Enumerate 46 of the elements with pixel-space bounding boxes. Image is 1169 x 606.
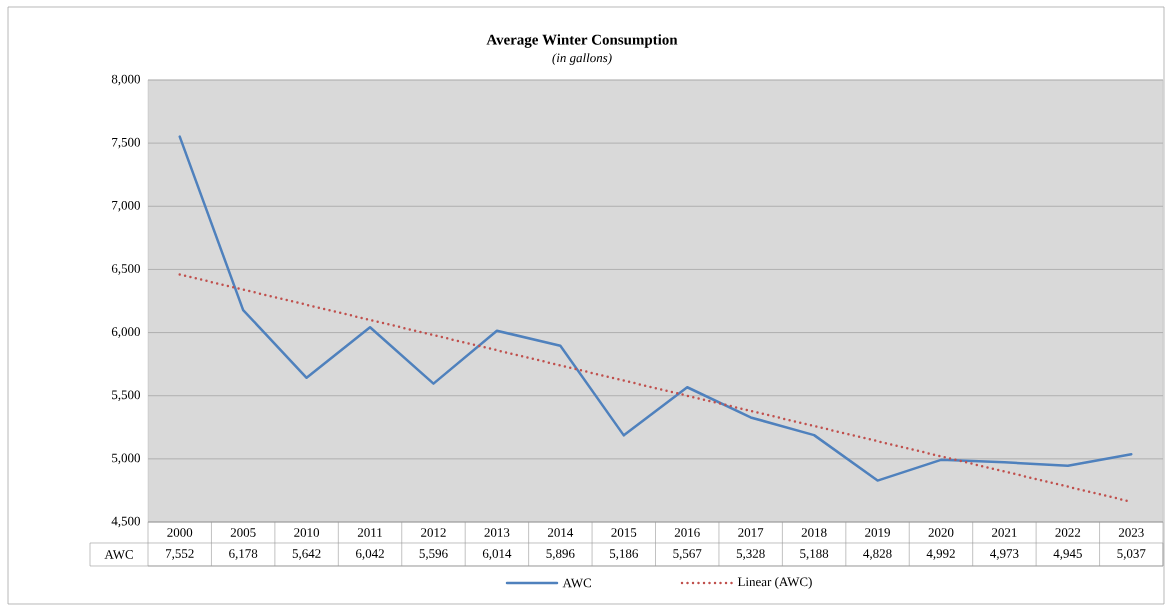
text: AWC xyxy=(104,550,133,559)
x-tick-label: 2012 xyxy=(421,528,446,537)
data-label: 5,642 xyxy=(292,549,321,560)
data-label: 6,178 xyxy=(229,549,258,560)
y-tick-label: 5,500 xyxy=(112,390,140,402)
y-tick-label: 6,000 xyxy=(111,327,140,338)
y-tick-label: 4,500 xyxy=(111,516,140,528)
x-tick-label: 2022 xyxy=(1055,528,1081,537)
y-tick-label: 7,000 xyxy=(112,200,140,212)
chart-subtitle: (in gallons) xyxy=(552,53,612,65)
y-tick-label: 7,500 xyxy=(112,137,140,149)
legend-label: Linear (AWC) xyxy=(737,577,812,589)
data-label: 6,014 xyxy=(482,549,512,560)
data-label: 5,188 xyxy=(800,549,829,560)
x-tick-label: 2005 xyxy=(230,528,256,537)
x-tick-label: 2020 xyxy=(928,528,954,537)
line-series xyxy=(178,135,1133,482)
x-tick-label: 2000 xyxy=(167,528,193,537)
x-tick-label: 2017 xyxy=(738,528,764,537)
data-label: 5,596 xyxy=(419,549,448,560)
y-tick-label: 8,000 xyxy=(111,74,140,86)
x-tick-label: 2023 xyxy=(1118,528,1144,537)
data-label: 5,896 xyxy=(546,549,575,560)
x-tick-label: 2016 xyxy=(674,528,700,537)
x-tick-label: 2019 xyxy=(865,528,890,537)
legend-label: AWC xyxy=(562,578,591,588)
data-label: 4,973 xyxy=(990,549,1019,560)
x-tick-label: 2011 xyxy=(357,528,382,537)
y-tick-label: 5,000 xyxy=(112,453,140,465)
x-tick-label: 2018 xyxy=(801,528,827,537)
x-tick-label: 2021 xyxy=(992,528,1017,537)
x-tick-label: 2010 xyxy=(294,528,320,537)
x-tick-label: 2013 xyxy=(484,528,510,537)
data-label: 5,328 xyxy=(736,549,765,560)
x-tick-label: 2015 xyxy=(611,528,637,537)
chart-title: Average Winter Consumption xyxy=(486,34,678,48)
data-label: 5,037 xyxy=(1117,549,1146,560)
data-label: 4,992 xyxy=(926,549,955,560)
data-label: 6,042 xyxy=(356,549,384,560)
data-label: 4,828 xyxy=(863,549,892,560)
x-tick-label: 2014 xyxy=(547,528,574,537)
data-label: 5,186 xyxy=(609,549,638,560)
data-label: 5,567 xyxy=(673,549,702,560)
data-label: 7,552 xyxy=(166,549,194,560)
y-tick-label: 6,500 xyxy=(111,264,140,275)
data-label: 4,945 xyxy=(1053,549,1082,560)
